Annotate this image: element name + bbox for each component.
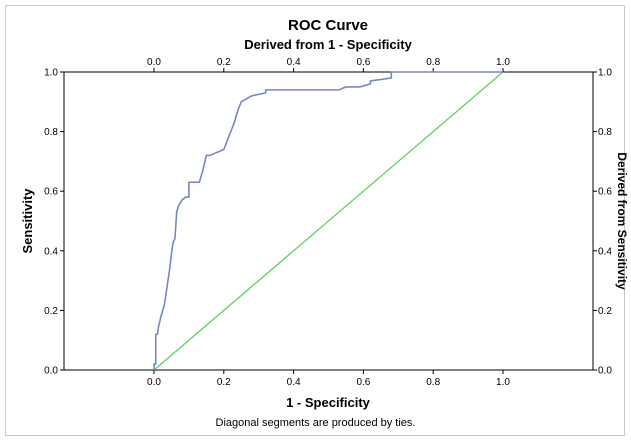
y-tick-label-left: 0.8 bbox=[44, 127, 58, 138]
chart-title: ROC Curve bbox=[288, 17, 368, 34]
y-axis-label: Sensitivity bbox=[20, 188, 35, 254]
y-tick-label-right: 1.0 bbox=[598, 68, 612, 79]
chart-subtitle: Derived from 1 - Specificity bbox=[244, 37, 412, 52]
y-tick-label-right: 0.0 bbox=[598, 366, 612, 377]
x-tick-label-bottom: 0.4 bbox=[287, 377, 301, 388]
y2-axis-label: Derived from Sensitivity bbox=[615, 152, 629, 290]
y-tick-label-left: 0.4 bbox=[44, 246, 58, 257]
y-tick-label-left: 1.0 bbox=[44, 68, 58, 79]
x-tick-label-top: 0.6 bbox=[356, 57, 370, 68]
x-tick-label-bottom: 0.2 bbox=[217, 377, 231, 388]
y-tick-label-right: 0.2 bbox=[598, 306, 612, 317]
footnote: Diagonal segments are produced by ties. bbox=[215, 417, 416, 429]
y-tick-label-left: 0.2 bbox=[44, 306, 58, 317]
reference-line bbox=[153, 71, 504, 371]
x-tick-label-bottom: 1.0 bbox=[496, 377, 510, 388]
y-tick-label-left: 0.6 bbox=[44, 187, 58, 198]
y-tick-label-right: 0.6 bbox=[598, 187, 612, 198]
x-tick-label-bottom: 0.0 bbox=[147, 377, 161, 388]
y-tick-label-right: 0.4 bbox=[598, 246, 612, 257]
x-tick-label-top: 0.0 bbox=[147, 57, 161, 68]
x-tick-label-bottom: 0.8 bbox=[426, 377, 440, 388]
x-tick-label-top: 0.4 bbox=[287, 57, 301, 68]
x-tick-label-top: 0.8 bbox=[426, 57, 440, 68]
x-tick-label-top: 1.0 bbox=[496, 57, 510, 68]
x-tick-label-top: 0.2 bbox=[217, 57, 231, 68]
x-axis-label: 1 - Specificity bbox=[286, 395, 371, 410]
y-tick-label-right: 0.8 bbox=[598, 127, 612, 138]
roc-curve-line bbox=[153, 71, 503, 370]
chart-frame bbox=[5, 5, 625, 436]
x-tick-label-bottom: 0.6 bbox=[356, 377, 370, 388]
plot-border bbox=[63, 71, 594, 371]
y-tick-label-left: 0.0 bbox=[44, 366, 58, 377]
